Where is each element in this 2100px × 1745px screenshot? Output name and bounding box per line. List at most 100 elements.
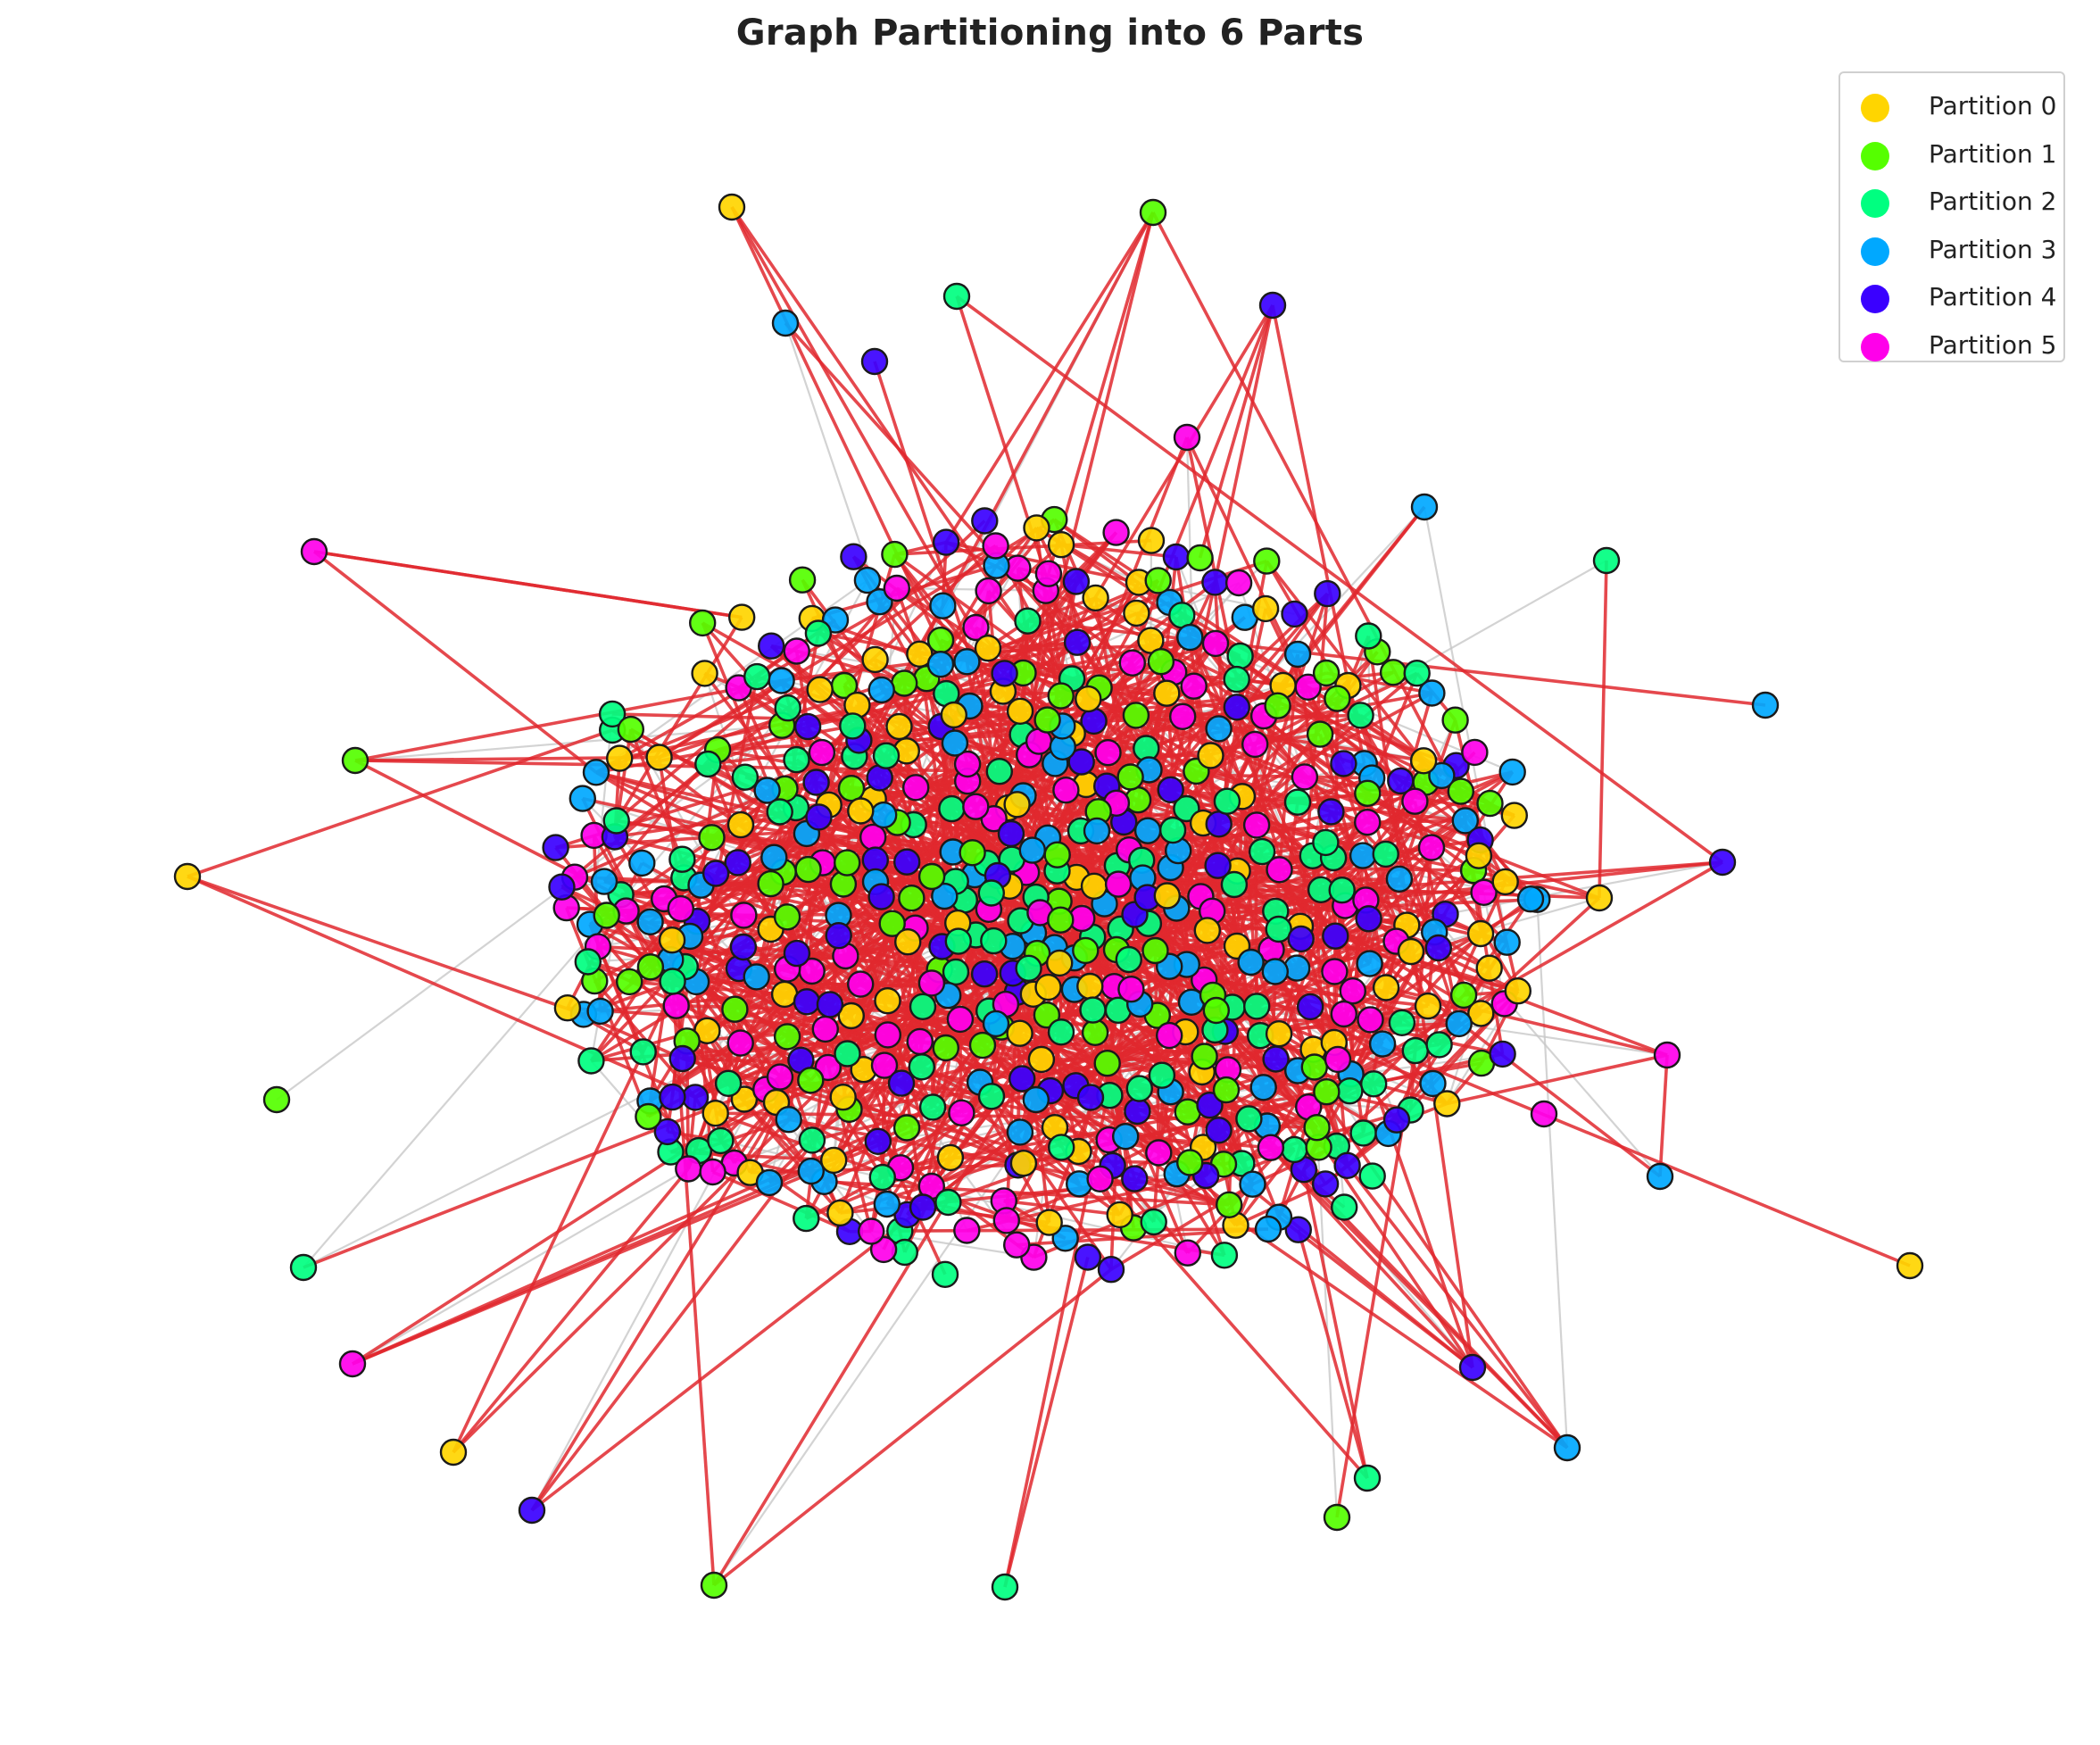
- node-partition-5: [1034, 560, 1063, 587]
- node-partition-0: [553, 993, 582, 1022]
- internal-edge: [354, 724, 783, 762]
- node-partition-5: [1242, 811, 1271, 839]
- node-partition-0: [1896, 1251, 1924, 1280]
- legend-marker: [1861, 332, 1889, 361]
- node-partition-5: [847, 970, 875, 998]
- node-partition-5: [1180, 672, 1208, 700]
- node-partition-4: [1076, 1084, 1105, 1111]
- node-partition-5: [730, 902, 758, 929]
- node-partition-2: [707, 1126, 735, 1155]
- cut-edge: [1175, 556, 1273, 1148]
- node-partition-1: [1379, 659, 1407, 686]
- node-partition-4: [659, 1083, 686, 1111]
- node-partition-0: [1006, 1019, 1033, 1047]
- node-partition-2: [985, 758, 1014, 785]
- node-partition-0: [1585, 884, 1614, 912]
- node-partition-1: [1441, 706, 1469, 734]
- node-partition-2: [629, 1038, 657, 1066]
- node-partition-1: [698, 824, 726, 852]
- node-partition-0: [1153, 679, 1181, 707]
- node-partition-2: [793, 1204, 820, 1233]
- node-partition-4: [1124, 1097, 1151, 1126]
- node-partition-5: [1530, 1100, 1558, 1128]
- node-partition-2: [731, 763, 759, 791]
- node-partition-2: [1223, 665, 1250, 694]
- cut-edge: [1269, 1146, 1569, 1450]
- cut-edge: [1186, 1183, 1254, 1254]
- node-partition-1: [1449, 981, 1478, 1010]
- node-partition-1: [898, 885, 925, 912]
- node-partition-3: [775, 1105, 802, 1134]
- node-partition-3: [1493, 928, 1521, 956]
- node-partition-3: [1385, 865, 1414, 893]
- node-partition-5: [858, 1217, 885, 1245]
- node-partition-0: [1466, 919, 1495, 948]
- node-partition-5: [1168, 702, 1197, 730]
- node-partition-0: [1397, 937, 1425, 966]
- node-partition-0: [1500, 802, 1529, 829]
- node-partition-4: [1708, 848, 1737, 877]
- node-partition-4: [909, 1193, 937, 1221]
- node-partition-4: [1223, 694, 1251, 721]
- node-partition-2: [574, 948, 602, 976]
- node-partition-5: [300, 537, 328, 566]
- node-partition-5: [1353, 809, 1382, 836]
- node-partition-2: [1079, 996, 1107, 1024]
- node-partition-2: [668, 845, 696, 873]
- node-partition-5: [1470, 878, 1498, 906]
- cut-edge: [452, 934, 977, 1454]
- cut-edge: [1008, 436, 1189, 887]
- node-partition-1: [892, 1114, 921, 1142]
- node-partition-3: [870, 801, 898, 829]
- node-partition-5: [1291, 763, 1319, 791]
- node-partition-2: [1220, 870, 1249, 899]
- node-partition-0: [439, 1438, 468, 1467]
- node-partition-4: [893, 848, 921, 876]
- node-partition-2: [602, 807, 630, 835]
- node-partition-0: [1027, 1045, 1056, 1074]
- nodes: [173, 193, 1924, 1601]
- node-partition-3: [1553, 1433, 1581, 1462]
- node-partition-3: [1205, 715, 1233, 743]
- node-partition-0: [829, 1083, 857, 1111]
- node-partition-3: [569, 785, 596, 812]
- node-partition-1: [616, 968, 643, 996]
- node-partition-4: [970, 960, 999, 988]
- cut-edge: [730, 205, 1109, 754]
- node-partition-5: [1086, 1165, 1114, 1193]
- node-partition-0: [1137, 527, 1166, 554]
- node-partition-4: [1387, 767, 1415, 795]
- node-partition-4: [542, 834, 569, 861]
- cut-edge: [452, 1167, 690, 1454]
- cut-edge: [1365, 860, 1723, 902]
- node-partition-2: [1328, 877, 1356, 904]
- node-partition-3: [1261, 958, 1290, 985]
- node-partition-2: [1158, 816, 1187, 844]
- node-partition-3: [1133, 817, 1162, 844]
- cut-edge: [1658, 1054, 1669, 1177]
- node-partition-1: [968, 1031, 997, 1059]
- node-partition-1: [1139, 198, 1167, 227]
- node-partition-1: [700, 1571, 728, 1600]
- node-partition-3: [1418, 679, 1446, 707]
- node-partition-2: [1336, 1076, 1364, 1105]
- node-partition-3: [1751, 691, 1780, 719]
- cut-edge: [1235, 592, 1329, 681]
- cut-edge: [615, 679, 783, 822]
- node-partition-3: [1283, 640, 1312, 669]
- node-partition-5: [808, 738, 836, 767]
- node-partition-1: [1202, 996, 1231, 1025]
- node-partition-1: [788, 566, 817, 594]
- node-partition-4: [1205, 810, 1233, 838]
- node-partition-2: [1403, 660, 1431, 687]
- cut-edge: [1198, 304, 1274, 559]
- node-partition-5: [1118, 649, 1147, 677]
- cut-edge: [931, 212, 1155, 1108]
- node-partition-4: [793, 712, 822, 741]
- node-partition-4: [825, 921, 852, 950]
- node-partition-5: [883, 574, 910, 602]
- node-partition-5: [1117, 975, 1145, 1003]
- node-partition-4: [1097, 1255, 1125, 1284]
- node-partition-4: [932, 528, 960, 556]
